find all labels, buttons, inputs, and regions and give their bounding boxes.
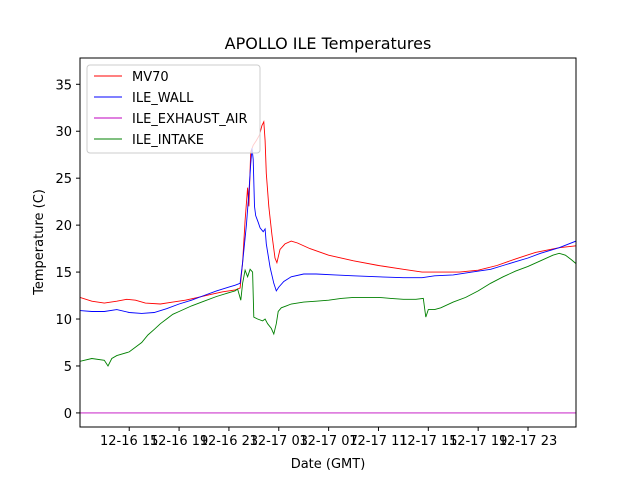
- x-tick-label: 12-16 15: [100, 434, 158, 449]
- legend-label: ILE_EXHAUST_AIR: [132, 112, 248, 127]
- plot-area: [79, 57, 577, 428]
- chart-title: APOLLO ILE Temperatures: [225, 34, 432, 53]
- y-tick-label: 35: [55, 78, 72, 93]
- x-tick-label: 12-17 19: [449, 434, 507, 449]
- x-tick-label: 12-17 03: [250, 434, 308, 449]
- x-tick-label: 12-16 23: [200, 434, 258, 449]
- plot-frame: [79, 57, 577, 428]
- y-axis-label: Temperature (C): [32, 189, 47, 296]
- x-tick-label: 12-17 15: [399, 434, 457, 449]
- y-tick-label: 10: [55, 313, 72, 328]
- y-tick-label: 0: [64, 407, 72, 422]
- y-tick-label: 5: [64, 360, 72, 375]
- y-axis: 0 5 10 15 20 25 30 35: [55, 78, 80, 422]
- series-line-mv70: [80, 120, 576, 305]
- series-line-ile-intake: [80, 252, 576, 367]
- legend: MV70 ILE_WALL ILE_EXHAUST_AIR ILE_INTAKE: [86, 64, 261, 154]
- series-line-ile-wall: [80, 148, 576, 314]
- x-tick-label: 12-17 07: [299, 434, 357, 449]
- y-tick-label: 25: [55, 172, 72, 187]
- legend-label: MV70: [132, 70, 169, 85]
- legend-label: ILE_INTAKE: [132, 133, 204, 148]
- x-axis-label: Date (GMT): [291, 457, 366, 472]
- legend-box: [86, 64, 261, 154]
- legend-label: ILE_WALL: [132, 91, 194, 106]
- y-tick-label: 20: [55, 219, 72, 234]
- x-tick-label: 12-17 23: [499, 434, 557, 449]
- y-tick-label: 30: [55, 125, 72, 140]
- y-tick-label: 15: [55, 266, 72, 281]
- x-tick-label: 12-17 11: [349, 434, 407, 449]
- x-tick-label: 12-16 19: [150, 434, 208, 449]
